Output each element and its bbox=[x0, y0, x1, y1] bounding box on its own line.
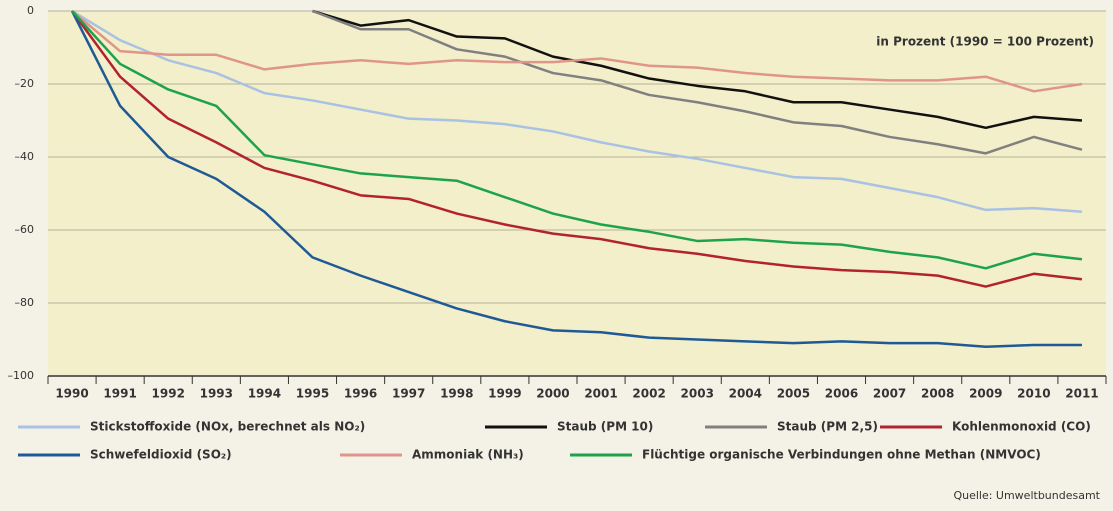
y-tick-label: –20 bbox=[15, 77, 35, 90]
x-tick-label: 1996 bbox=[344, 387, 377, 401]
x-tick-label: 1992 bbox=[152, 387, 185, 401]
source: Quelle: Umweltbundesamt bbox=[953, 489, 1100, 502]
series-line bbox=[71, 10, 1083, 270]
y-tick-label: 0 bbox=[27, 4, 34, 17]
series-line bbox=[312, 9, 1083, 130]
x-tick-label: 1990 bbox=[55, 387, 88, 401]
x-tick-label: 2007 bbox=[873, 387, 906, 401]
legend-label: Flüchtige organische Verbindungen ohne M… bbox=[642, 448, 1041, 462]
x-tick-label: 2006 bbox=[825, 387, 858, 401]
legend-label: Staub (PM 2,5) bbox=[777, 420, 878, 434]
x-tick-label: 2009 bbox=[969, 387, 1002, 401]
legend-label: Schwefeldioxid (SO₂) bbox=[90, 448, 232, 462]
y-tick-label: –40 bbox=[15, 150, 35, 163]
x-tick-label: 2001 bbox=[584, 387, 617, 401]
series-line bbox=[312, 9, 1083, 155]
x-tick-label: 1999 bbox=[488, 387, 521, 401]
x-tick-label: 1995 bbox=[296, 387, 329, 401]
legend-label: Ammoniak (NH₃) bbox=[412, 448, 524, 462]
x-tick-label: 2008 bbox=[921, 387, 954, 401]
x-tick-label: 1994 bbox=[248, 387, 281, 401]
series-line bbox=[71, 10, 1083, 288]
x-tick-label: 1998 bbox=[440, 387, 473, 401]
y-tick-label: –60 bbox=[15, 223, 35, 236]
x-tick-label: 2002 bbox=[632, 387, 665, 401]
x-tick-label: 2000 bbox=[536, 387, 569, 401]
x-tick-label: 2011 bbox=[1065, 387, 1098, 401]
x-tick-label: 2005 bbox=[777, 387, 810, 401]
x-tick-label: 1993 bbox=[200, 387, 233, 401]
x-tick-label: 1991 bbox=[103, 387, 136, 401]
series-line bbox=[71, 9, 1083, 213]
x-tick-label: 2004 bbox=[729, 387, 762, 401]
legend-label: Staub (PM 10) bbox=[557, 420, 653, 434]
series-line bbox=[71, 10, 1083, 93]
legend-label: Kohlenmonoxid (CO) bbox=[952, 420, 1091, 434]
y-tick-label: –80 bbox=[15, 296, 35, 309]
annotation: in Prozent (1990 = 100 Prozent) bbox=[876, 35, 1094, 49]
x-tick-label: 2003 bbox=[681, 387, 714, 401]
plot-area bbox=[48, 11, 1106, 376]
y-tick-label: –100 bbox=[8, 369, 35, 382]
x-tick-label: 1997 bbox=[392, 387, 425, 401]
x-tick-label: 2010 bbox=[1017, 387, 1050, 401]
series-line bbox=[70, 10, 1082, 349]
legend-label: Stickstoffoxide (NOx, berechnet als NO₂) bbox=[90, 420, 365, 434]
